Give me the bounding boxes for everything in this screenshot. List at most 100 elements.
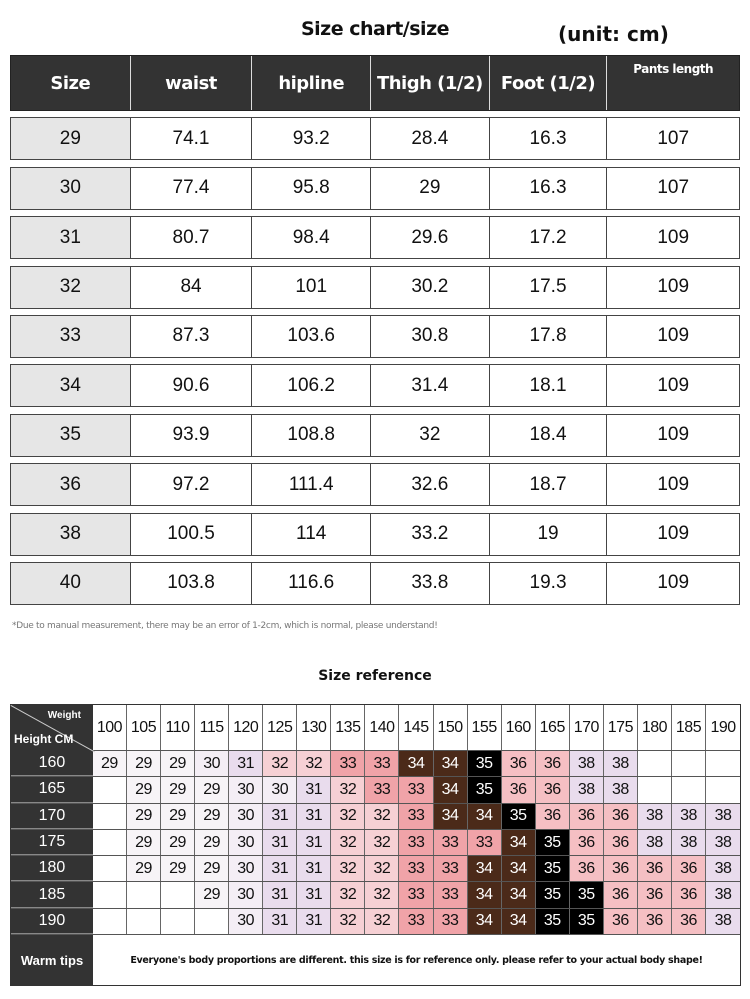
weight-cell: 135: [331, 705, 366, 750]
size-cell: 29: [161, 777, 196, 803]
measurement-note: *Due to manual measurement, there may be…: [12, 621, 438, 631]
weight-label: Weight: [47, 710, 81, 721]
size-cell: 33: [365, 751, 400, 777]
weight-cell: 140: [365, 705, 400, 750]
size-cell: 33: [467, 829, 502, 856]
size-cell: 40: [11, 562, 131, 604]
size-cell: 33: [433, 882, 468, 908]
table-row: 32 84 101 30.2 17.5 109: [10, 265, 740, 309]
value-cell: 116.6: [252, 562, 372, 604]
size-cell: 29: [126, 777, 162, 803]
size-cell: [195, 908, 230, 935]
size-cell: 36: [535, 751, 570, 777]
size-cell: 36: [569, 803, 604, 829]
size-cell: 36: [501, 751, 536, 777]
size-cell: [638, 751, 672, 777]
size-cell: 33: [399, 803, 434, 829]
value-cell: 109: [657, 572, 690, 594]
table-row: 31 80.7 98.4 29.6 17.2 109: [10, 216, 740, 260]
weight-cell: 175: [604, 705, 638, 750]
height-cell: 180: [11, 856, 93, 882]
size-cell: 32: [365, 882, 400, 908]
size-cell: 30: [195, 751, 230, 777]
size-cell: 32: [331, 882, 366, 908]
table-row: 29 74.1 93.2 28.4 16.3 107: [10, 117, 740, 161]
size-cell: [672, 777, 707, 803]
header-cell: Pants length: [633, 62, 714, 76]
size-cell: 34: [467, 882, 502, 908]
unit-label: (unit: cm): [558, 22, 669, 46]
size-cell: 36: [671, 856, 707, 882]
size-cell: 38: [706, 882, 741, 908]
size-cell: 30: [263, 777, 298, 803]
value-cell: 109: [657, 325, 690, 347]
value-cell: 109: [657, 276, 690, 298]
size-cell: 36: [603, 803, 638, 829]
size-cell: 34: [467, 856, 502, 882]
size-cell: 35: [535, 856, 570, 882]
size-cell: 35: [535, 908, 570, 935]
weight-cell: 115: [195, 705, 230, 750]
size-cell: 36: [603, 829, 638, 856]
value-cell: 29.6: [371, 217, 490, 259]
value-cell: 109: [657, 226, 690, 248]
size-cell: 34: [467, 908, 502, 935]
size-cell: 36: [535, 803, 570, 829]
reference-row: 175 29 29 29 30 31 31 32 32 33 33 33 34 35 36 36 38 38 38: [11, 829, 741, 857]
header-cell: waist: [131, 56, 253, 110]
size-cell: 32: [365, 803, 400, 829]
size-cell: 36: [535, 777, 570, 803]
size-cell: 34: [433, 777, 468, 803]
weight-cell: 155: [468, 705, 502, 750]
size-cell: 38: [671, 829, 707, 856]
size-cell: 29: [11, 118, 131, 160]
size-cell: 32: [331, 829, 366, 856]
size-cell: 34: [433, 803, 468, 829]
size-cell: 35: [535, 882, 570, 908]
size-cell: 29: [126, 856, 162, 882]
size-cell: 35: [467, 751, 502, 777]
value-cell: 90.6: [131, 365, 253, 407]
value-cell: 95.8: [252, 167, 372, 209]
size-cell: 30: [229, 882, 264, 908]
value-cell: 32.6: [371, 464, 490, 506]
size-cell: 32: [331, 777, 366, 803]
size-cell: 33: [399, 829, 434, 856]
size-cell: [127, 882, 162, 908]
size-cell: 34: [501, 856, 536, 882]
size-cell: 36: [569, 856, 604, 882]
weight-cell: 130: [297, 705, 332, 750]
value-cell: 97.2: [131, 464, 253, 506]
size-cell: 29: [161, 829, 196, 856]
size-cell: 36: [671, 882, 707, 908]
size-cell: [93, 777, 127, 803]
size-cell: 29: [195, 803, 230, 829]
table-row: 38 100.5 114 33.2 19 109: [10, 512, 740, 556]
weight-cell: 150: [434, 705, 468, 750]
size-cell: 30: [229, 777, 264, 803]
size-cell: 32: [297, 751, 332, 777]
value-cell: 33.8: [371, 562, 490, 604]
table-row: 30 77.4 95.8 29 16.3 107: [10, 166, 740, 210]
size-cell: 36: [603, 908, 638, 935]
weight-cell: 170: [570, 705, 604, 750]
value-cell: 18.7: [490, 464, 608, 506]
size-cell: [706, 751, 740, 776]
value-cell: 109: [657, 374, 690, 396]
size-cell: 38: [569, 751, 604, 777]
value-cell: 33.2: [371, 513, 490, 555]
size-cell: 34: [399, 751, 434, 777]
weight-cell: 120: [229, 705, 264, 750]
value-cell: 16.3: [490, 167, 608, 209]
header-cell: Size: [11, 56, 131, 110]
size-cell: 31: [263, 908, 298, 935]
corner-cell: Weight Height CM: [10, 705, 95, 753]
size-cell: 35: [11, 414, 131, 456]
value-cell: 114: [252, 513, 372, 555]
size-cell: [706, 777, 740, 802]
size-chart-table: Size waist hipline Thigh (1/2) Foot (1/2) Pan…: [10, 55, 740, 605]
size-cell: 36: [603, 856, 638, 882]
size-cell: 33: [399, 908, 434, 935]
height-cell: 165: [11, 777, 93, 803]
value-cell: 30.8: [371, 315, 490, 357]
